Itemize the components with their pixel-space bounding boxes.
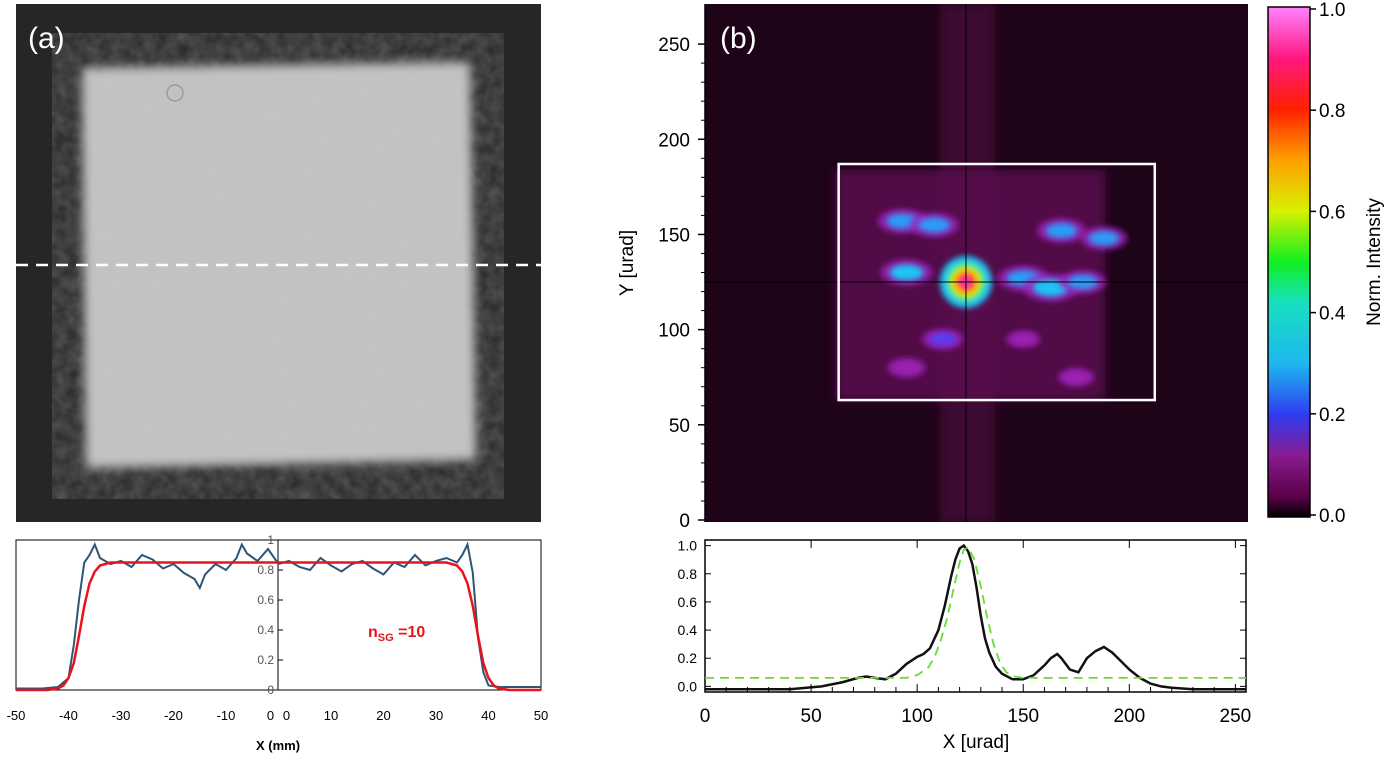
side-lobe: [893, 361, 920, 374]
colorbar-label: Norm. Intensity: [1364, 198, 1385, 326]
y-tick-label: 1.0: [678, 538, 698, 554]
profile-b-xlabel: X [urad]: [943, 732, 1010, 753]
beam-image-a: [16, 4, 541, 522]
side-lobe: [889, 264, 924, 281]
colorbar-tick-label: 0.0: [1319, 506, 1345, 527]
beam-defect-ring: [166, 84, 184, 102]
x-tick-label: 150: [1007, 706, 1039, 727]
x-tick-label: -20: [164, 708, 183, 723]
colorbar: 1.0 0.8 0.6 0.4 0.2 0.0 Norm. Intensity: [1267, 0, 1385, 527]
side-lobe: [1088, 231, 1120, 246]
y-tick-label: 1: [267, 533, 274, 547]
y-tick-label: 50: [669, 416, 690, 437]
y-tick-label: 100: [658, 321, 690, 342]
x-tick-label: 10: [324, 708, 338, 723]
profile-a-annotation: nSG =10: [368, 624, 425, 644]
x-tick-label: 40: [481, 708, 495, 723]
x-tick-label: 0: [283, 708, 290, 723]
x-tick-label: -50: [7, 708, 26, 723]
profile-b-frame: [704, 539, 1247, 693]
y-tick-label: 0.4: [257, 623, 274, 637]
colorbar-tick-label: 0.4: [1319, 304, 1346, 325]
colorbar-gradient: [1267, 6, 1311, 518]
side-lobe: [929, 332, 957, 346]
y-tick-label: 0.2: [257, 653, 274, 667]
x-tick-label: 200: [1113, 706, 1145, 727]
measured-profile-line: [705, 543, 1246, 691]
colorbar-tick-label: 0.6: [1319, 202, 1345, 223]
annotation-sub: SG: [378, 632, 394, 644]
y-tick-label: 0.6: [678, 594, 698, 610]
y-tick-label: 0.4: [678, 622, 698, 638]
annotation-n: n: [368, 624, 378, 641]
y-tick-label: 0.8: [678, 566, 698, 582]
x-tick-label: -40: [59, 708, 78, 723]
profile-a-plot: 00.20.40.60.81 -50 -40 -30 -20 -10 0 0 10 20 30 40…: [7, 533, 549, 753]
gaussian-fit-line: [705, 545, 1246, 679]
y-tick-label: 200: [658, 130, 690, 151]
side-lobe: [918, 217, 951, 233]
measured-profile-line: [16, 541, 541, 690]
x-tick-label: -30: [112, 708, 131, 723]
panel-b-label: (b): [720, 22, 757, 55]
y-tick-label: 150: [658, 225, 690, 246]
far-field-b: [705, 4, 1248, 522]
x-tick-label: 50: [534, 708, 548, 723]
x-tick-label: -10: [217, 708, 236, 723]
side-lobe: [1064, 371, 1089, 383]
x-tick-label: 30: [429, 708, 443, 723]
annotation-tail: =10: [394, 624, 426, 641]
y-tick-label: 0: [679, 511, 690, 532]
x-tick-label: 0: [700, 706, 711, 727]
x-tick-label: 0: [267, 708, 274, 723]
profile-b-plot: 0.0 0.2 0.4 0.6 0.8 1.0 0 50 100 150 200 250 X [ur…: [678, 538, 1252, 753]
x-tick-label: 20: [376, 708, 390, 723]
y-tick-label: 0.2: [678, 650, 698, 666]
y-tick-label: 250: [658, 35, 690, 56]
x-tick-label: 250: [1220, 706, 1252, 727]
colorbar-tick-label: 1.0: [1319, 0, 1345, 21]
far-field-ylabel: Y [urad]: [617, 230, 638, 296]
roi-box: [837, 162, 1157, 402]
x-tick-label: 100: [901, 706, 933, 727]
colorbar-tick-label: 0.2: [1319, 405, 1345, 426]
y-tick-label: 0.0: [678, 678, 698, 694]
side-lobe: [1012, 333, 1035, 345]
y-tick-label: 0.6: [257, 593, 274, 607]
side-lobe: [1045, 223, 1078, 239]
profile-a-xlabel: X (mm): [256, 738, 300, 753]
colorbar-tick-label: 0.8: [1319, 101, 1345, 122]
panel-a-label: (a): [28, 22, 65, 55]
y-tick-label: 0.8: [257, 563, 274, 577]
y-tick-label: 0: [267, 683, 274, 697]
x-tick-label: 50: [801, 706, 822, 727]
supergaussian-fit-line: [16, 561, 541, 692]
